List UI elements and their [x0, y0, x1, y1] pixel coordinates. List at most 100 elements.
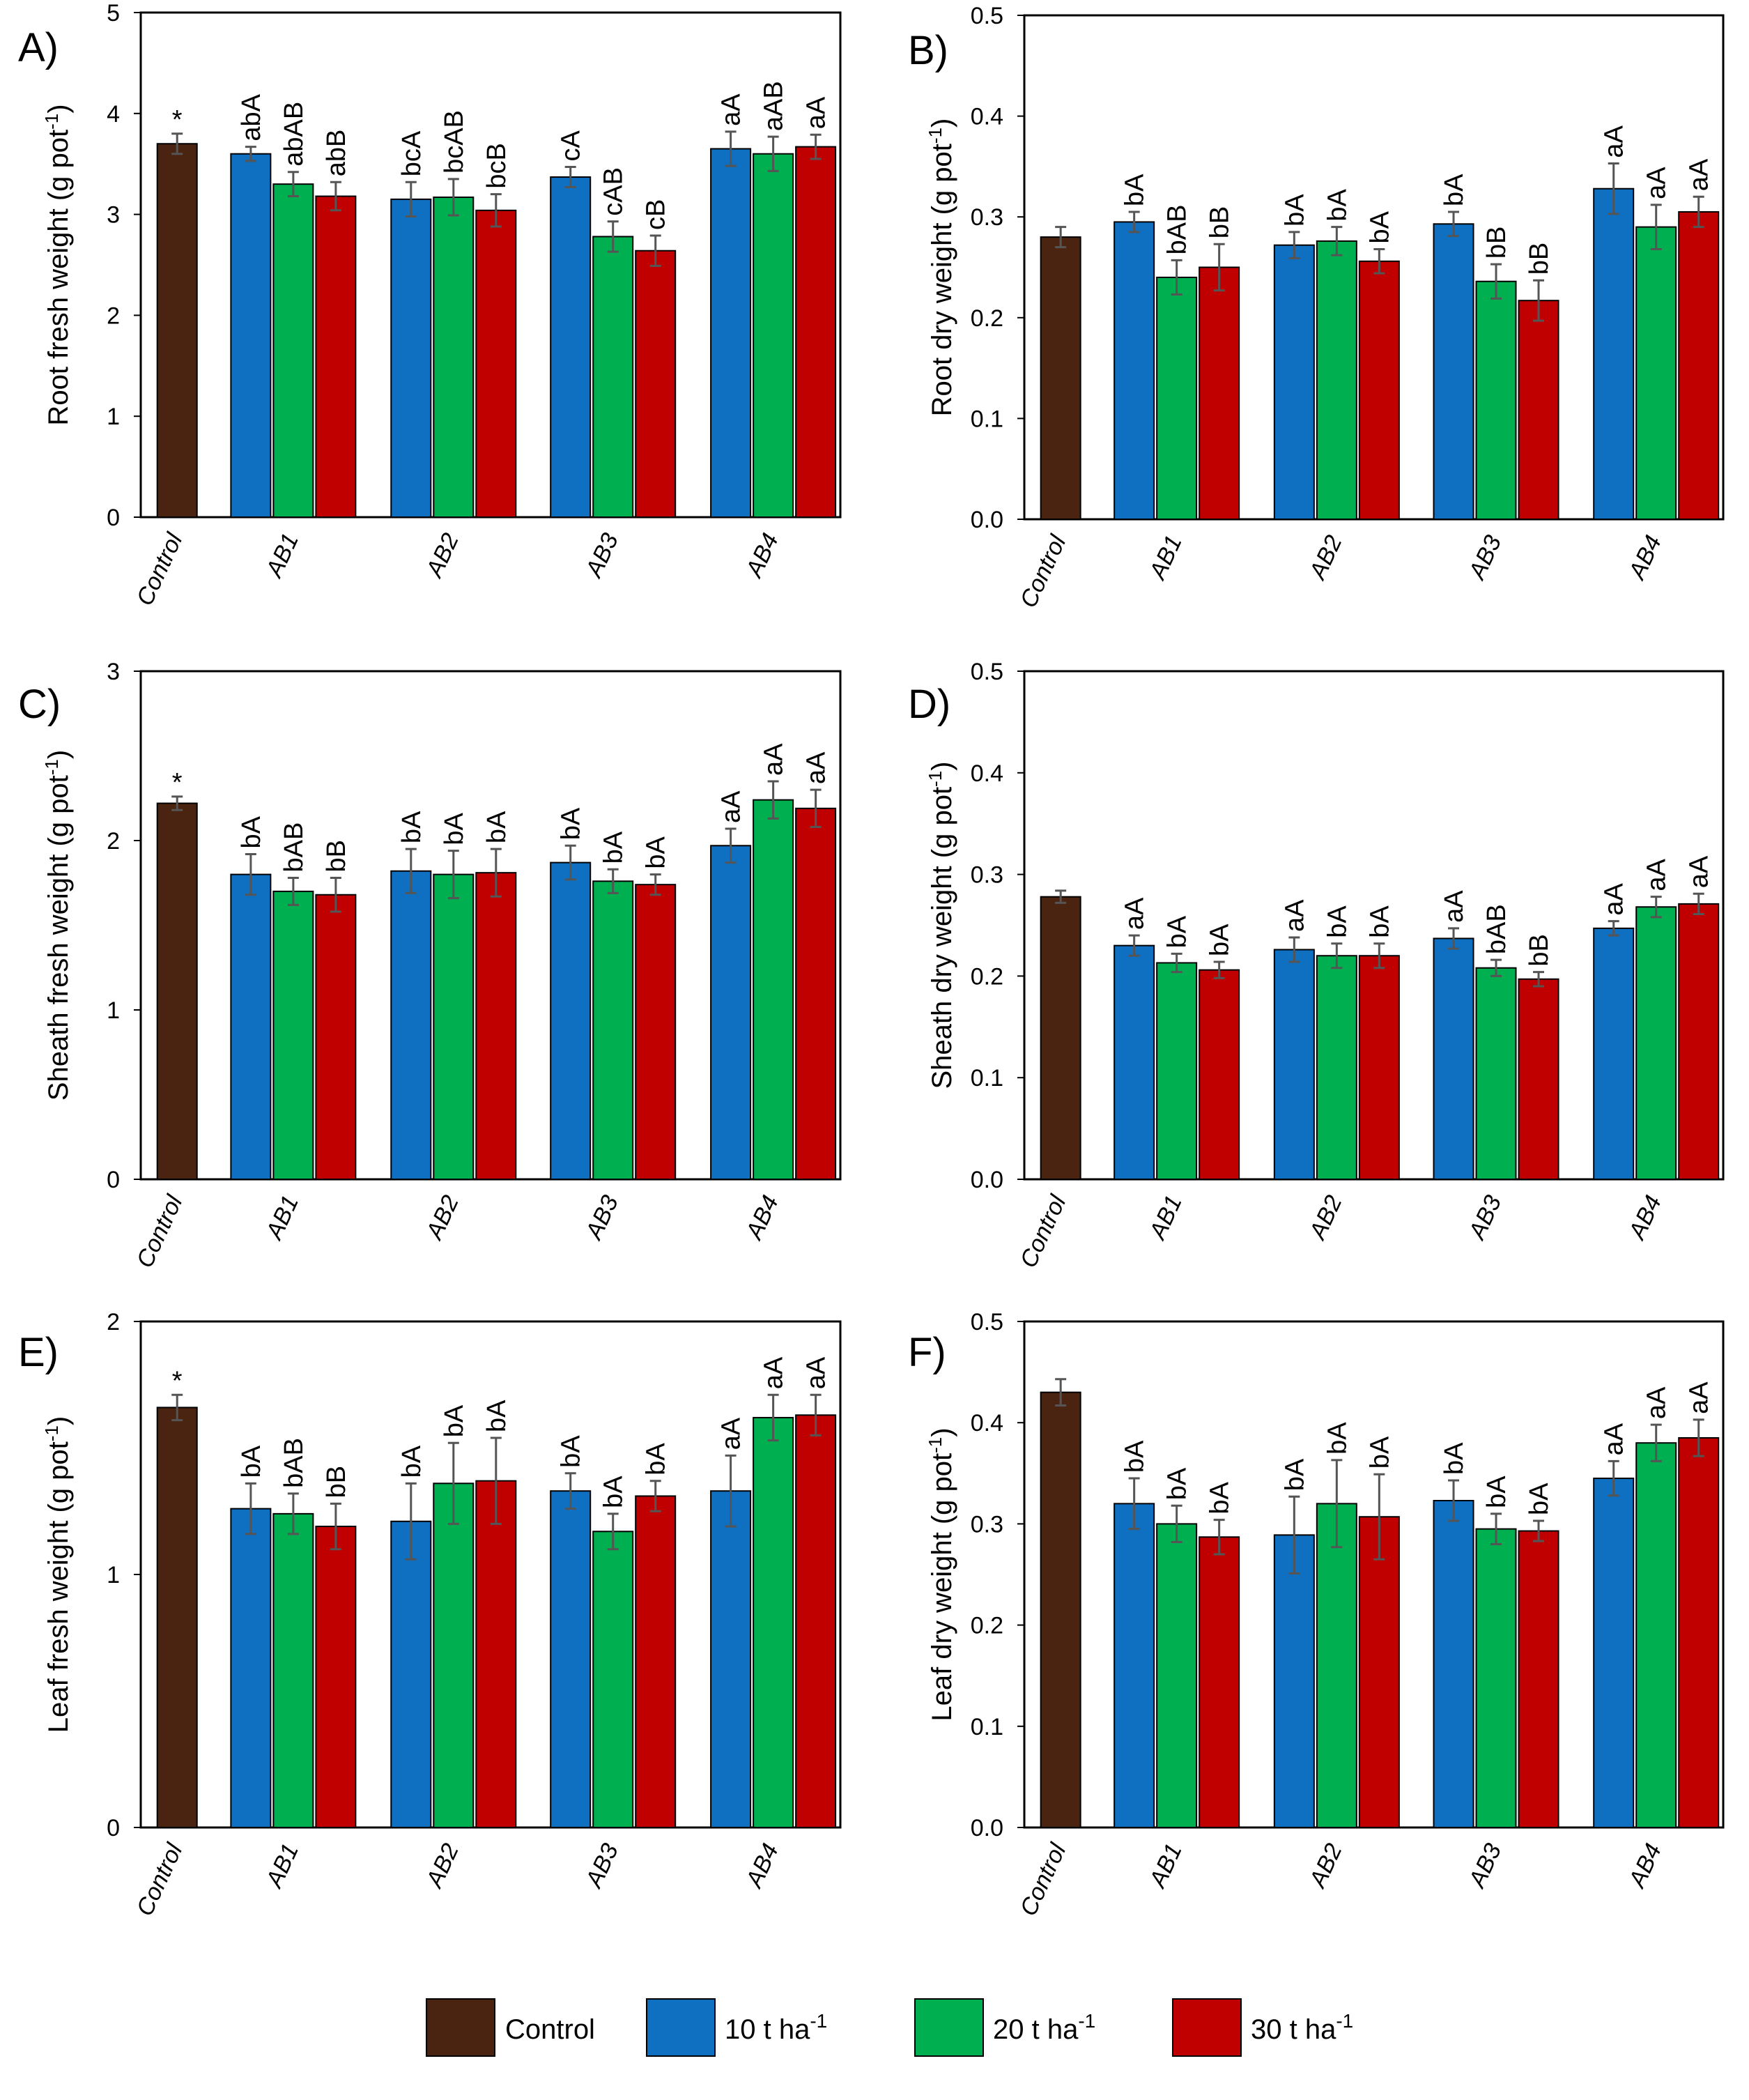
significance-label: bB [1525, 934, 1554, 966]
significance-label: bA [397, 811, 426, 843]
significance-label: bA [1323, 189, 1352, 222]
significance-label: aA [760, 1356, 789, 1389]
legend-swatch [426, 1998, 495, 2057]
bar-10-t-ha-1 [390, 1520, 432, 1829]
significance-label: bA [1163, 915, 1192, 948]
bar-10-t-ha-1 [1273, 1534, 1315, 1829]
bar-20-t-ha-1 [1635, 906, 1677, 1180]
legend-label: Control [505, 2014, 595, 2045]
bar-30-t-ha-1 [1678, 903, 1720, 1180]
significance-label: cAB [599, 167, 629, 216]
panel-letter: D) [908, 682, 950, 727]
significance-label: aA [1440, 890, 1469, 923]
legend-swatch [646, 1998, 716, 2057]
legend-label: 30 t ha-1 [1251, 2010, 1353, 2045]
panel-5: F) 0.0 0.1 0.2 0.3 0.4 0.5 Leaf dry weight (g p… [908, 1309, 1725, 1920]
y-tick-label: 3 [107, 659, 120, 685]
significance-label: bB [1482, 227, 1511, 259]
significance-label: aA [1120, 897, 1150, 930]
significance-label: abAB [279, 102, 309, 167]
x-category-label: AB3 [1463, 531, 1507, 584]
bar-20-t-ha-1 [272, 183, 314, 518]
y-tick-label: 0.2 [971, 1613, 1003, 1639]
significance-label: aA [1685, 1381, 1714, 1414]
bar-30-t-ha-1 [1678, 1436, 1720, 1828]
bar-30-t-ha-1 [475, 1480, 517, 1828]
bar-20-t-ha-1 [1475, 1528, 1517, 1828]
bar-20-t-ha-1 [1316, 1503, 1357, 1829]
significance-star: * [172, 105, 183, 135]
y-tick-label: 0.3 [971, 862, 1003, 889]
significance-label: cA [557, 130, 586, 162]
bar-20-t-ha-1 [1635, 1442, 1677, 1828]
bar-20-t-ha-1 [592, 880, 634, 1180]
x-category-label: Control [132, 1839, 188, 1920]
x-category-label: AB4 [740, 1839, 783, 1892]
bar-20-t-ha-1 [1635, 226, 1677, 520]
legend-item: Control [426, 1998, 595, 2057]
bar-30-t-ha-1 [1518, 300, 1559, 520]
y-axis-label: Leaf fresh weight (g pot-1) [41, 1416, 74, 1733]
bar-20-t-ha-1 [1316, 955, 1357, 1180]
bar-30-t-ha-1 [635, 1495, 677, 1828]
significance-label: aA [1280, 899, 1309, 932]
bar-20-t-ha-1 [433, 873, 475, 1180]
x-category-label: AB3 [1463, 1191, 1507, 1244]
legend: Control 10 t ha-1 20 t ha-1 30 t ha-1 [426, 1998, 1353, 2057]
x-category-label: Control [1015, 1190, 1072, 1272]
bar-30-t-ha-1 [1358, 955, 1400, 1180]
significance-label: bAB [279, 822, 309, 873]
significance-label: bA [1120, 174, 1150, 206]
chart-panels: A) 0 1 2 3 4 5 Root fresh weight (g pot-1) * abA a… [18, 0, 1725, 1920]
significance-label: aA [760, 743, 789, 776]
significance-label: bcB [482, 143, 511, 188]
significance-label: bA [440, 812, 469, 845]
bar-20-t-ha-1 [753, 153, 794, 519]
significance-label: aAB [760, 81, 789, 131]
bar-30-t-ha-1 [1678, 210, 1720, 520]
x-category-label: AB4 [740, 1191, 783, 1244]
y-axis-label: Leaf dry weight (g pot-1) [925, 1427, 957, 1721]
x-category-label: AB4 [1624, 1191, 1667, 1244]
bar-30-t-ha-1 [1358, 1516, 1400, 1829]
significance-label: bA [1280, 1458, 1309, 1491]
y-tick-label: 0.0 [971, 1167, 1003, 1193]
significance-label: bA [1440, 1442, 1469, 1475]
significance-label: bA [557, 807, 586, 840]
bar-10-t-ha-1 [1433, 937, 1474, 1180]
x-category-label: AB2 [1304, 1839, 1347, 1892]
significance-label: bA [1365, 1436, 1394, 1469]
significance-label: bA [397, 1445, 426, 1478]
bar-30-t-ha-1 [1358, 260, 1400, 520]
y-tick-label: 4 [107, 101, 120, 128]
significance-label: bA [482, 811, 511, 843]
legend-swatch [914, 1998, 984, 2057]
bar-10-t-ha-1 [390, 198, 432, 518]
bar-10-t-ha-1 [230, 873, 272, 1180]
bar-30-t-ha-1 [1199, 1536, 1240, 1828]
significance-label: bA [1205, 1481, 1235, 1514]
x-category-label: AB1 [1143, 531, 1187, 584]
y-tick-label: 5 [107, 0, 120, 26]
significance-label: bcAB [440, 110, 469, 174]
x-category-label: AB1 [1143, 1839, 1187, 1892]
bar-20-t-ha-1 [1475, 967, 1517, 1180]
significance-label: bcA [397, 130, 426, 176]
y-tick-label: 0.1 [971, 406, 1003, 432]
y-tick-label: 0.1 [971, 1714, 1003, 1740]
significance-label: aA [1600, 1423, 1629, 1455]
panel-letter: F) [908, 1330, 946, 1375]
bar-control [1040, 896, 1081, 1181]
bar-10-t-ha-1 [1114, 944, 1155, 1181]
significance-label: abB [322, 130, 351, 177]
y-axis-label: Sheath fresh weight (g pot-1) [41, 750, 74, 1101]
y-tick-label: 0.5 [971, 1309, 1003, 1335]
bar-30-t-ha-1 [1199, 969, 1240, 1180]
legend-item: 20 t ha-1 [914, 1998, 1095, 2057]
y-tick-label: 0.3 [971, 1511, 1003, 1538]
significance-label: bB [322, 840, 351, 872]
panel-3: D) 0.0 0.1 0.2 0.3 0.4 0.5 Sheath dry weight (g… [908, 659, 1725, 1272]
bar-30-t-ha-1 [635, 884, 677, 1181]
significance-label: aA [717, 93, 746, 126]
